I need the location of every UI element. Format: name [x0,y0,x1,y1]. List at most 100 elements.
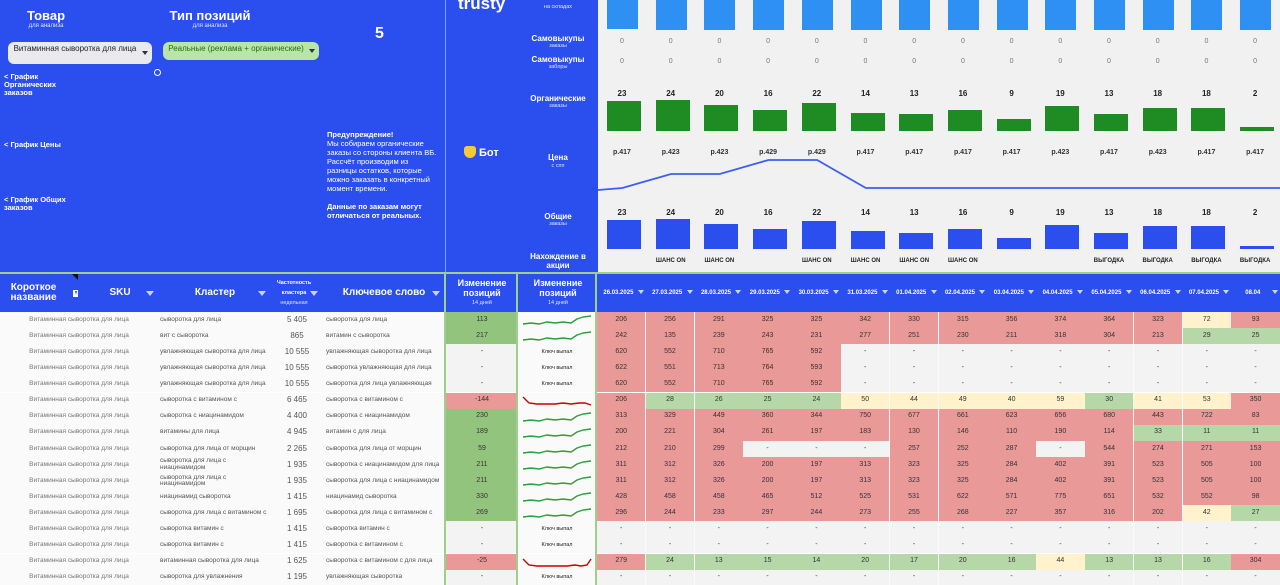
stock-bar [1240,0,1272,30]
table-row[interactable]: Витаминная сыворотка для лица сыворотка д… [0,569,1280,585]
price-value: р.423 [661,149,680,156]
count-value: 5 [375,25,384,42]
sort-icon[interactable] [146,291,154,296]
th-date[interactable]: 31.03.2025 [841,274,890,312]
wave-hand-icon [464,146,476,158]
total-value: 9 [1009,208,1014,217]
position-cell: - [1231,344,1280,361]
table-row[interactable]: Витаминная сыворотка для лица сыворотка в… [0,537,1280,554]
total-bar [1142,226,1177,249]
position-cell: 620 [597,344,646,361]
table-row[interactable]: Витаминная сыворотка для лица сыворотка д… [0,456,1280,473]
th-change[interactable]: Изменение позиций 14 дней [446,274,518,312]
table-row[interactable]: Витаминная сыворотка для лица сыворотка д… [0,440,1280,457]
promo-label: ВЫГОДКА [1239,258,1271,264]
sort-icon[interactable] [637,290,644,294]
th-date[interactable]: 02.04.2025 [939,274,988,312]
position-cell: - [1036,537,1085,554]
th-date[interactable]: 01.04.2025 [890,274,939,312]
position-cell: 552 [645,376,695,393]
position-cell: - [1231,537,1280,554]
th-name[interactable]: Короткое название [0,274,78,312]
sort-icon[interactable] [1028,290,1035,294]
sort-icon[interactable] [784,290,791,294]
position-cell: 273 [841,505,890,522]
resize-handle[interactable] [154,69,161,76]
position-cell: 323 [889,456,939,473]
table-row[interactable]: Витаминная сыворотка для лица сыворотка д… [0,505,1280,522]
position-cell: 14 [792,553,841,570]
th-date[interactable]: 06.04.2025 [1134,274,1183,312]
sort-icon[interactable] [432,291,440,296]
sparkline-cell [518,505,596,521]
type-select[interactable]: Реальные (реклама + органические) [163,42,319,60]
th-date[interactable]: 29.03.2025 [743,274,792,312]
sort-icon[interactable] [930,290,937,294]
sort-icon[interactable] [881,290,888,294]
sort-icon[interactable] [1125,290,1132,294]
sort-icon[interactable] [832,290,839,294]
th-date[interactable]: 30.03.2025 [792,274,841,312]
buyouts-value: 0 [1204,38,1209,45]
sort-icon[interactable] [258,291,266,296]
sort-icon[interactable] [1272,290,1279,294]
position-cell: 42 [1182,505,1231,522]
th-date[interactable]: 08.04 [1231,274,1280,312]
position-cell: - [889,344,939,361]
th-date[interactable]: 27.03.2025 [646,274,695,312]
th-date[interactable]: 03.04.2025 [987,274,1036,312]
table-row[interactable]: Витаминная сыворотка для лица ниацинамид … [0,489,1280,506]
price-chart-link[interactable]: < График Цены [4,140,61,149]
brand-logo: trusty [458,0,506,13]
position-cell: 13 [694,553,743,570]
change-cell: - [446,569,518,585]
table-row[interactable]: Витаминная сыворотка для лица сыворотка д… [0,473,1280,489]
sort-icon[interactable] [735,290,742,294]
filter-icon[interactable] [73,289,78,297]
table-row[interactable]: Витаминная сыворотка для лица вит с сывор… [0,328,1280,345]
table-row[interactable]: Витаминная сыворотка для лица сыворотка в… [0,521,1280,538]
stock-bar [1094,0,1125,30]
th-sku[interactable]: SKU [82,274,158,312]
th-date[interactable]: 04.04.2025 [1036,274,1085,312]
th-freq[interactable]: Частотность кластера недельная [266,274,322,312]
promo-label: ВЫГОДКА [1093,258,1125,264]
table-row[interactable]: Витаминная сыворотка для лица витаминная … [0,553,1280,570]
table-row[interactable]: Витаминная сыворотка для лица сыворотка с… [0,408,1280,425]
position-cell: 323 [1133,312,1183,328]
bot-button[interactable]: Бот [464,146,499,159]
position-cell: - [1036,440,1085,457]
th-date[interactable]: 28.03.2025 [695,274,744,312]
table-row[interactable]: Витаминная сыворотка для лица сыворотка с… [0,392,1280,409]
position-cell: 391 [1085,473,1134,489]
position-cell: - [938,569,987,585]
th-change2[interactable]: Изменение позиций 14 дней [520,274,596,312]
position-cell: 59 [1036,392,1085,409]
position-cell: 391 [1085,456,1134,473]
table-row[interactable]: Витаминная сыворотка для лица увлажняющая… [0,344,1280,361]
th-keyword[interactable]: Ключевое слово [324,274,444,312]
th-cluster[interactable]: Кластер [160,274,270,312]
organic-chart-link[interactable]: < График Органических заказов [4,72,56,97]
table-row[interactable]: Витаминная сыворотка для лица сыворотка д… [0,312,1280,328]
th-date[interactable]: 05.04.2025 [1085,274,1134,312]
product-select[interactable]: Витаминная сыворотка для лица [8,42,152,64]
stock-bar [607,0,638,29]
sort-icon[interactable] [979,290,986,294]
sort-icon[interactable] [1174,290,1181,294]
position-cell: 277 [841,328,890,345]
table-row[interactable]: Витаминная сыворотка для лица увлажняющая… [0,376,1280,393]
sort-icon[interactable] [1223,290,1230,294]
table-row[interactable]: Витаминная сыворотка для лица витамины дл… [0,424,1280,441]
total-chart-link[interactable]: < График Общих заказов [4,195,66,212]
sort-icon[interactable] [686,290,693,294]
short-name-cell: Витаминная сыворотка для лица [29,396,129,404]
position-cell: - [987,521,1036,538]
sort-icon[interactable] [1076,290,1083,294]
sort-icon[interactable] [310,291,318,296]
price-value: р.417 [856,149,875,156]
cluster-cell: увлажняющая сыворотка для лица [160,380,266,388]
th-date[interactable]: 07.04.2025 [1183,274,1232,312]
th-date[interactable]: 26.03.2025 [597,274,646,312]
table-row[interactable]: Витаминная сыворотка для лица увлажняющая… [0,360,1280,377]
